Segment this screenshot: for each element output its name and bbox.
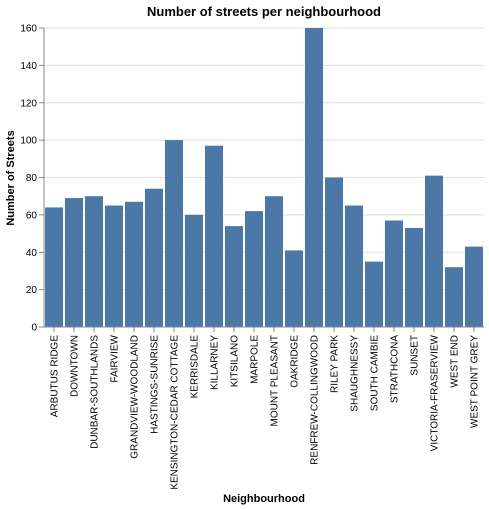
chart-title: Number of streets per neighbourhood (147, 4, 381, 19)
bar (405, 227, 423, 327)
y-tick-label: 0 (31, 323, 37, 334)
bar (385, 220, 403, 327)
bar (145, 188, 163, 327)
bar (65, 198, 83, 327)
y-tick-label: 80 (26, 173, 38, 184)
y-tick-label: 100 (20, 136, 37, 147)
y-tick-label: 120 (20, 98, 37, 109)
x-tick-label: KITSILANO (230, 335, 241, 387)
bar (225, 226, 243, 327)
x-axis-ticks: ARBUTUS RIDGE DOWNTOWN DUNBAR-SOUTHLANDS FA… (50, 327, 481, 490)
x-tick-label: VICTORIA-FRASERVIEW (430, 334, 441, 451)
x-tick-label: OAKRIDGE (290, 335, 301, 388)
bar (425, 175, 443, 327)
y-axis-ticks: 0 20 40 60 80 100 120 140 160 (20, 24, 44, 334)
x-tick-label: GRANDVIEW-WOODLAND (130, 335, 141, 459)
x-tick-label: RENFREW-COLLINGWOOD (310, 335, 321, 465)
x-tick-label: SOUTH CAMBIE (370, 335, 381, 411)
x-tick-label: SHAUGHNESSY (350, 335, 361, 412)
y-tick-label: 140 (20, 61, 37, 72)
y-axis-title: Number of Streets (5, 130, 17, 225)
x-tick-label: KILLARNEY (210, 335, 221, 390)
x-tick-label: KENSINGTON-CEDAR COTTAGE (170, 335, 181, 490)
x-tick-label: ARBUTUS RIDGE (50, 335, 61, 418)
x-tick-label: DOWNTOWN (70, 335, 81, 397)
bar (185, 214, 203, 327)
x-tick-label: RILEY PARK (330, 335, 341, 393)
x-tick-label: FAIRVIEW (110, 334, 121, 382)
y-tick-label: 20 (26, 285, 38, 296)
x-axis-title: Neighbourhood (223, 493, 305, 505)
bar (325, 177, 343, 327)
bar (305, 28, 323, 327)
x-tick-label: STRATHCONA (390, 335, 401, 403)
bar (45, 207, 63, 327)
bars (45, 28, 483, 327)
x-tick-label: MARPOLE (250, 335, 261, 384)
x-tick-label: WEST END (450, 335, 461, 388)
bar (365, 261, 383, 327)
x-tick-label: SUNSET (410, 335, 421, 376)
bar (165, 140, 183, 327)
bar (465, 246, 483, 327)
x-tick-label: KERRISDALE (190, 335, 201, 399)
bar (265, 196, 283, 327)
bar (345, 205, 363, 327)
bar (445, 267, 463, 327)
bar (285, 250, 303, 327)
bar (205, 145, 223, 327)
x-tick-label: WEST POINT GREY (470, 335, 481, 428)
x-tick-label: HASTINGS-SUNRISE (150, 335, 161, 434)
bar (85, 196, 103, 327)
bar (125, 201, 143, 327)
y-tick-label: 160 (20, 24, 37, 35)
x-tick-label: MOUNT PLEASANT (270, 335, 281, 427)
y-tick-label: 40 (26, 248, 38, 259)
x-tick-label: DUNBAR-SOUTHLANDS (90, 335, 101, 449)
bar (105, 205, 123, 327)
y-tick-label: 60 (26, 210, 38, 221)
bar (245, 211, 263, 327)
